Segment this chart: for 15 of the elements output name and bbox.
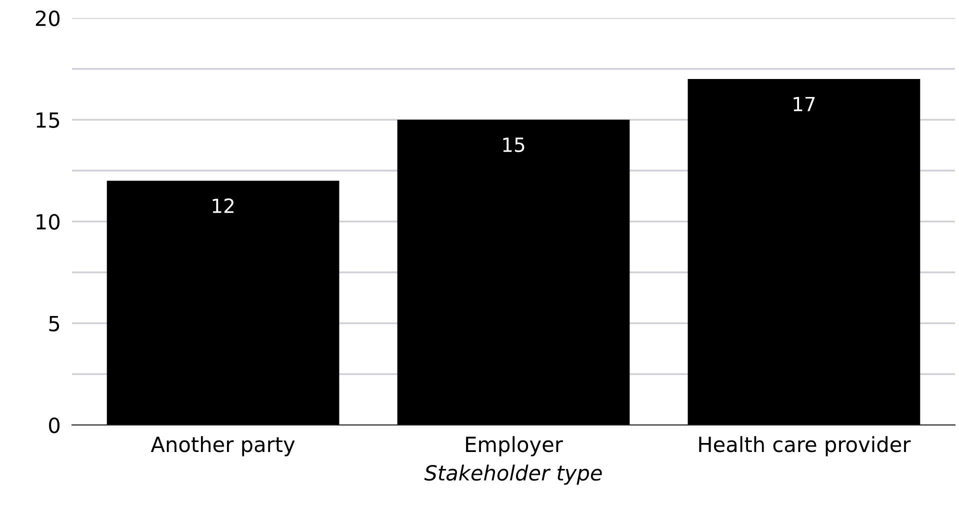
x-tick-label: Health care provider bbox=[699, 436, 911, 456]
bar bbox=[397, 120, 630, 425]
y-tick-label: 15 bbox=[36, 112, 60, 128]
data-label: 17 bbox=[794, 96, 815, 112]
y-tick-label: 0 bbox=[49, 417, 60, 434]
x-axis-title: Stakeholder type bbox=[424, 464, 602, 485]
data-label: 12 bbox=[212, 198, 234, 213]
y-tick-label: 10 bbox=[36, 214, 60, 230]
y-tick-label: 5 bbox=[49, 316, 60, 332]
y-tick-label: 20 bbox=[36, 10, 60, 26]
bar bbox=[106, 180, 340, 425]
data-label: 15 bbox=[503, 138, 524, 152]
bar bbox=[688, 79, 920, 425]
x-tick-label: Another party bbox=[150, 436, 295, 456]
x-tick-label: Employer bbox=[466, 436, 563, 456]
